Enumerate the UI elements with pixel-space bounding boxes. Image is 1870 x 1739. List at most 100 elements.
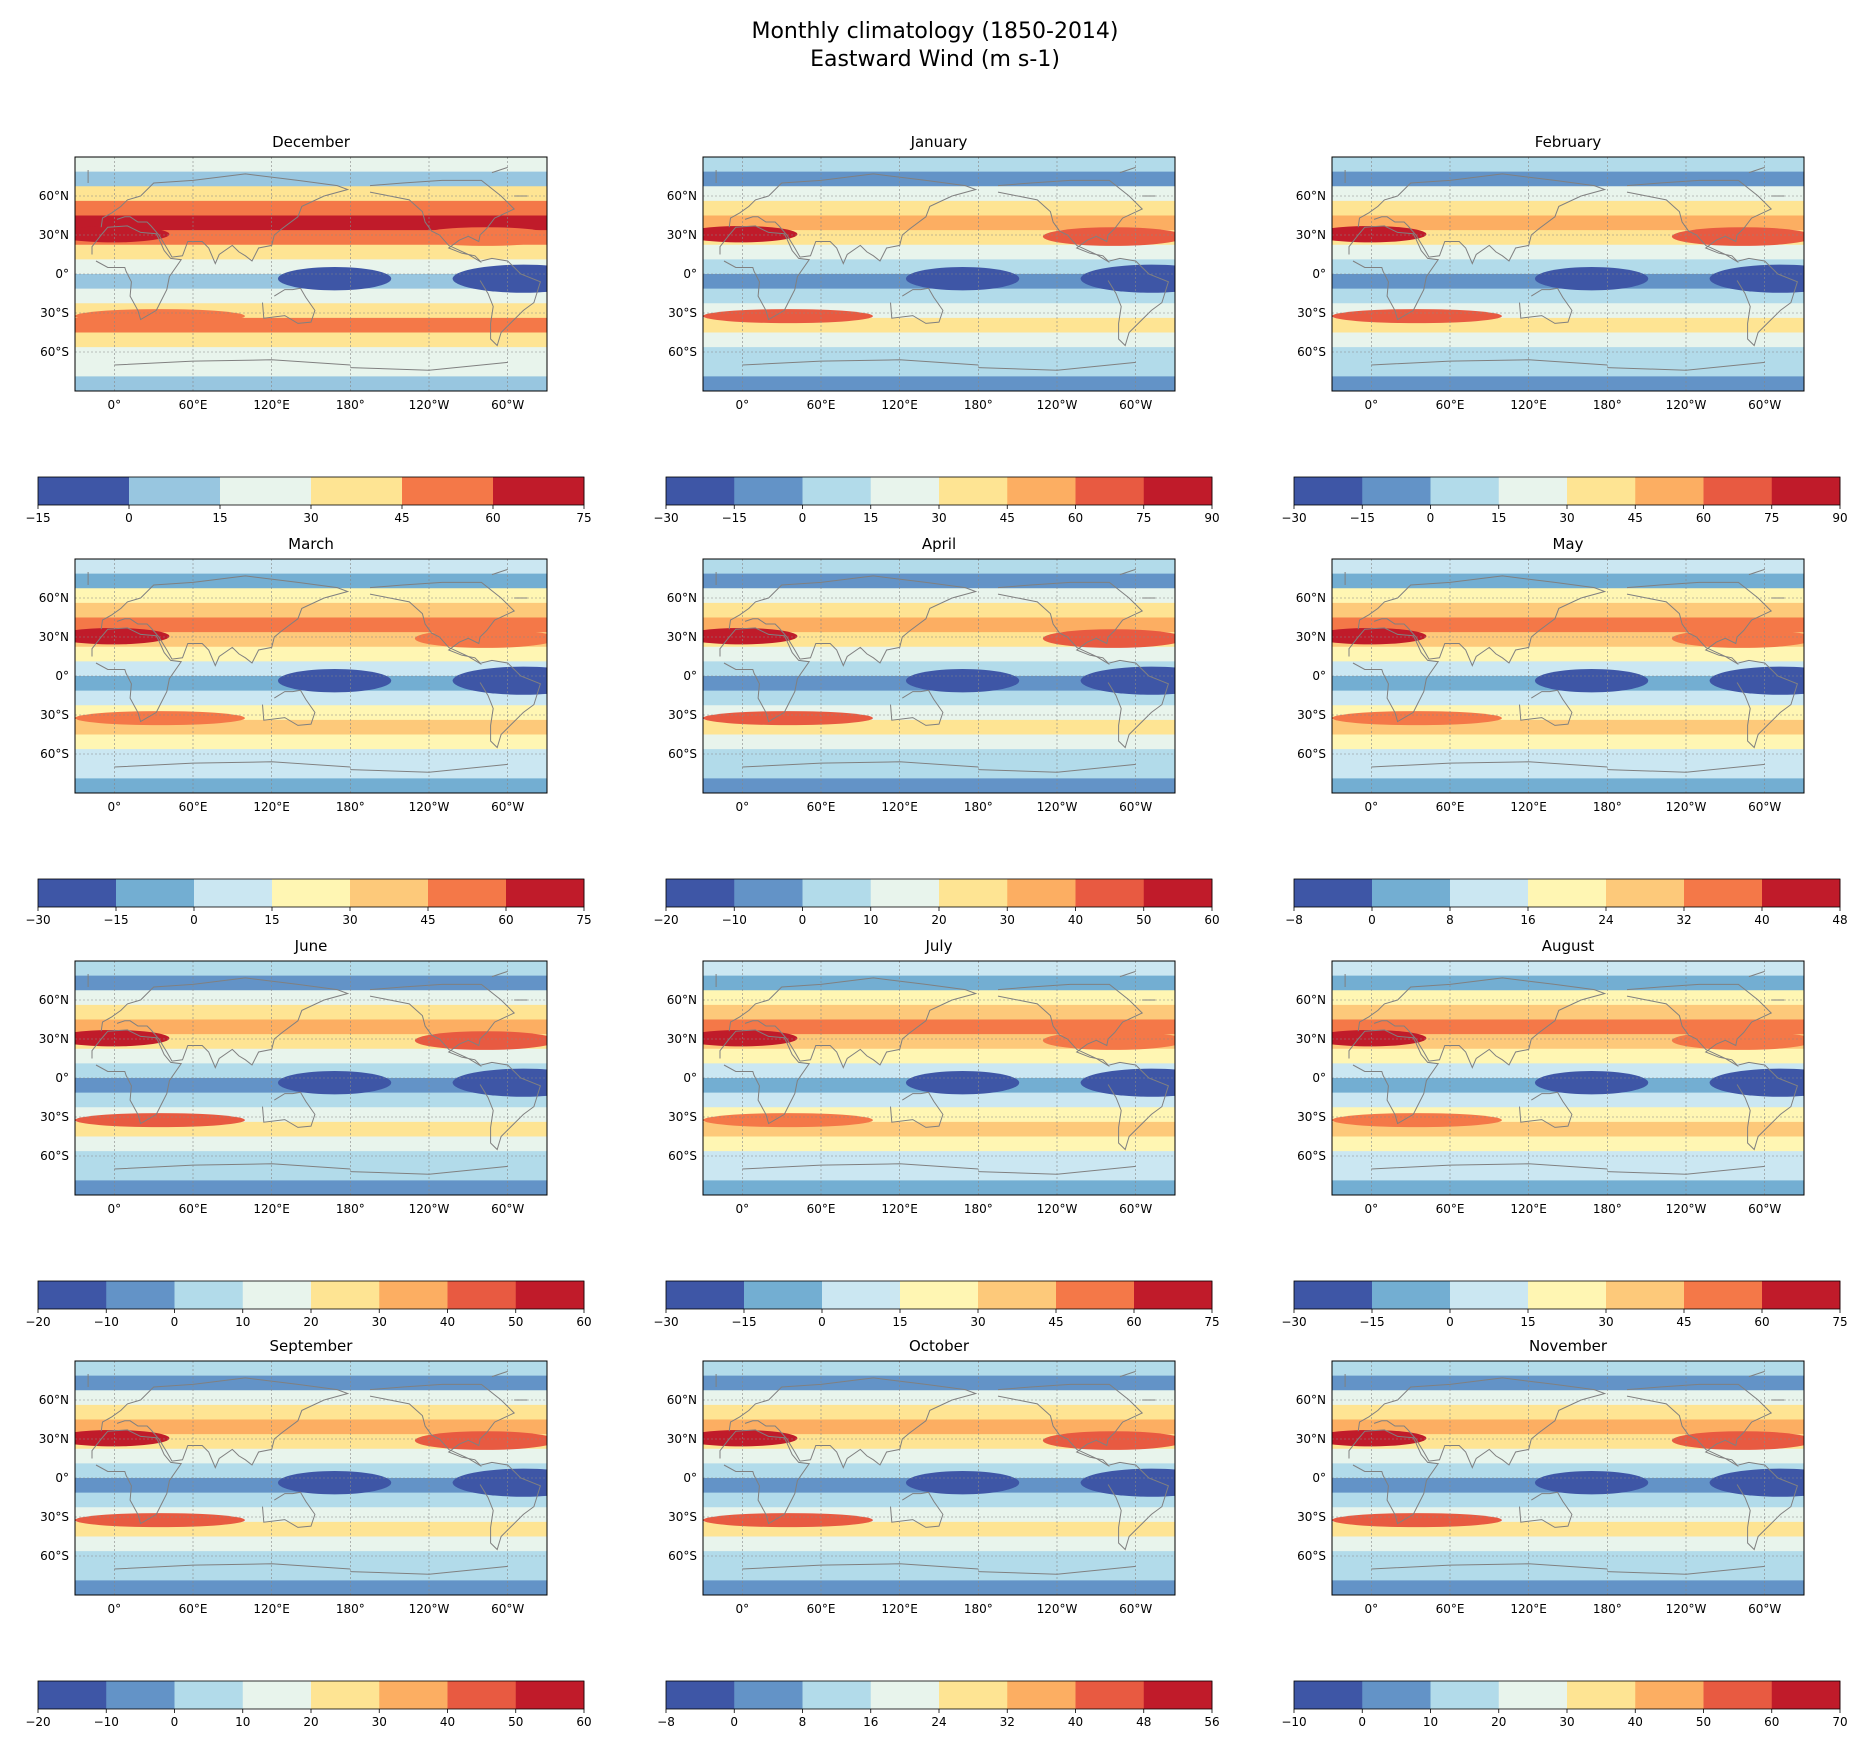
colorbar-segment bbox=[1372, 879, 1451, 907]
colorbar-tick-label: 0 bbox=[1446, 1315, 1454, 1329]
wind-band bbox=[75, 690, 547, 706]
wind-band bbox=[1332, 961, 1804, 977]
colorbar-segment bbox=[1606, 879, 1685, 907]
wind-band bbox=[75, 588, 547, 604]
lat-tick-label: 60°N bbox=[1296, 993, 1326, 1007]
colorbar-segment bbox=[38, 1681, 107, 1709]
colorbar-segment bbox=[242, 1281, 312, 1309]
coastline bbox=[369, 1383, 516, 1467]
lat-tick-label: 0° bbox=[55, 1071, 69, 1085]
colorbar-tick-label: −15 bbox=[722, 511, 747, 525]
coastline bbox=[262, 287, 316, 324]
lon-tick-label: 60°W bbox=[491, 398, 524, 412]
coastline bbox=[997, 581, 1144, 665]
coastline bbox=[1107, 257, 1170, 347]
colorbar-segment bbox=[447, 1681, 517, 1709]
coastline bbox=[369, 581, 516, 665]
lat-tick-label: 30°S bbox=[1297, 1510, 1326, 1524]
lon-tick-label: 0° bbox=[736, 1602, 750, 1616]
colorbar-january: −30 −15 0 15 30 45 60 75 90 bbox=[653, 476, 1220, 525]
colorbar-segment bbox=[1762, 1281, 1841, 1309]
lon-tick-label: 120°E bbox=[253, 1202, 290, 1216]
wind-band bbox=[75, 573, 547, 589]
colorbar-segment bbox=[666, 879, 735, 907]
wind-band bbox=[703, 1580, 1175, 1595]
colorbar-segment bbox=[1567, 477, 1636, 505]
lat-tick-label: 0° bbox=[683, 669, 697, 683]
coastline bbox=[1519, 287, 1573, 324]
map-frame bbox=[74, 156, 548, 392]
colorbar-segment bbox=[515, 1681, 585, 1709]
colorbar-tick-label: 40 bbox=[1754, 913, 1769, 927]
colorbar-tick-label: 60 bbox=[1754, 1315, 1769, 1329]
wind-band bbox=[75, 1492, 547, 1508]
map-september: 60°N 30°N 0° 30°S 60°S 120°E 180° 120°W 60°W 0° 60… bbox=[39, 1360, 548, 1616]
wind-band bbox=[75, 361, 547, 377]
lat-tick-label: 30°N bbox=[667, 1032, 697, 1046]
colorbar-tick-label: −10 bbox=[94, 1315, 119, 1329]
colorbar-february: −30 −15 0 15 30 45 60 75 90 bbox=[1281, 476, 1848, 525]
colorbar-tick-label: 70 bbox=[1832, 1715, 1847, 1729]
lon-tick-label: 60°E bbox=[1436, 1602, 1465, 1616]
wind-band bbox=[1332, 244, 1804, 260]
figure-title-line1: Monthly climatology (1850-2014) bbox=[751, 19, 1119, 44]
colorbar-tick-label: 60 bbox=[1126, 1315, 1141, 1329]
colorbar-segment bbox=[428, 879, 507, 907]
lon-tick-label: 60°W bbox=[1119, 1602, 1152, 1616]
colorbar-tick-label: 50 bbox=[1136, 913, 1151, 927]
wind-band bbox=[1332, 200, 1804, 216]
wind-band bbox=[75, 990, 547, 1006]
lat-tick-label: 0° bbox=[55, 267, 69, 281]
colorbar-tick-label: 0 bbox=[799, 511, 807, 525]
colorbar-march: −30 −15 0 15 30 45 60 75 bbox=[25, 878, 592, 927]
panel-title-february: February bbox=[1534, 133, 1602, 151]
lon-tick-label: 120°E bbox=[253, 1602, 290, 1616]
wind-band bbox=[703, 1165, 1175, 1181]
coastline bbox=[997, 983, 1144, 1067]
colorbar-segment bbox=[939, 1681, 1008, 1709]
wind-core bbox=[905, 266, 1020, 291]
colorbar-tick-label: 40 bbox=[1628, 1715, 1643, 1729]
lat-tick-label: 30°S bbox=[40, 1110, 69, 1124]
lon-tick-label: 120°W bbox=[1666, 398, 1707, 412]
map-july: 60°N 30°N 0° 30°S 60°S 120°E 180° 120°W 60°W 0° 60… bbox=[667, 960, 1176, 1216]
wind-core bbox=[703, 226, 798, 243]
lat-tick-label: 60°S bbox=[668, 1149, 697, 1163]
colorbar-segment bbox=[1372, 1281, 1451, 1309]
colorbar-tick-label: 45 bbox=[420, 913, 435, 927]
lon-tick-label: 120°W bbox=[1037, 1602, 1078, 1616]
colorbar-segment bbox=[1134, 1281, 1213, 1309]
colorbar-tick-label: 48 bbox=[1136, 1715, 1151, 1729]
colorbar-frame bbox=[1293, 1280, 1841, 1310]
coastline bbox=[890, 689, 944, 726]
colorbar-july: −30 −15 0 15 30 45 60 75 bbox=[653, 1280, 1220, 1329]
lon-tick-label: 60°E bbox=[807, 800, 836, 814]
wind-band bbox=[703, 559, 1175, 575]
wind-core bbox=[1671, 1031, 1804, 1050]
coastline bbox=[719, 225, 811, 321]
colorbar-tick-label: 30 bbox=[1559, 1715, 1574, 1729]
coastline bbox=[91, 225, 183, 321]
colorbar-segment bbox=[194, 879, 273, 907]
colorbar-segment bbox=[379, 1681, 448, 1709]
colorbar-tick-label: 75 bbox=[1764, 511, 1779, 525]
wind-core bbox=[703, 1430, 798, 1447]
colorbar-tick-label: 15 bbox=[892, 1315, 907, 1329]
colorbar-tick-label: 10 bbox=[1423, 1715, 1438, 1729]
colorbar-tick-label: 0 bbox=[730, 1715, 738, 1729]
lon-tick-label: 60°W bbox=[1748, 1202, 1781, 1216]
colorbar-segment bbox=[1450, 1281, 1529, 1309]
colorbar-tick-label: 0 bbox=[799, 913, 807, 927]
coastline bbox=[479, 257, 542, 347]
wind-band bbox=[703, 763, 1175, 779]
wind-core bbox=[75, 711, 245, 726]
colorbar-tick-label: 40 bbox=[1068, 913, 1083, 927]
colorbar-segment bbox=[1294, 1681, 1363, 1709]
lat-tick-label: 30°N bbox=[667, 1432, 697, 1446]
wind-core bbox=[703, 1030, 798, 1047]
colorbar-segment bbox=[802, 477, 872, 505]
coastline bbox=[1357, 575, 1607, 667]
panel-title-november: November bbox=[1528, 1337, 1608, 1355]
wind-band bbox=[75, 1390, 547, 1406]
colorbar-tick-label: 0 bbox=[1368, 913, 1376, 927]
